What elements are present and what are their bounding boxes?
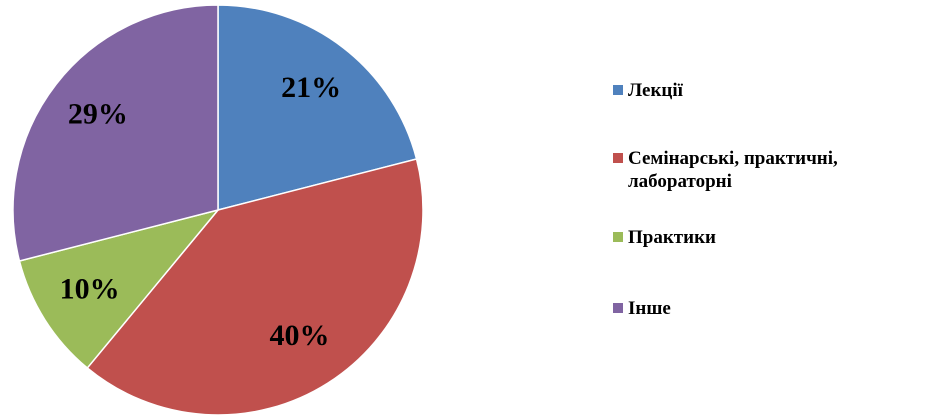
data-label: 10% [60,272,120,305]
legend-entry: Лекції [613,79,913,102]
pie-slice [217,4,418,211]
data-label: 40% [269,319,329,352]
legend-label: Семінарські, практичні, лабораторні [628,148,838,192]
legend-entry: Практики [613,226,913,249]
legend-swatch [613,153,623,163]
legend-entry: Семінарські, практичні, лабораторні [613,147,913,193]
pie-slice [18,208,221,370]
legend-label: Практики [628,227,716,248]
pie-slice [12,4,219,262]
legend-label: Лекції [628,80,683,101]
legend-swatch [613,232,623,242]
legend-swatch [613,303,623,313]
pie-slice [86,158,424,416]
legend-label: Інше [628,298,671,319]
legend-entry: Інше [613,297,913,320]
data-label: 29% [68,98,128,131]
data-label: 21% [281,71,341,104]
legend-swatch [613,85,623,95]
